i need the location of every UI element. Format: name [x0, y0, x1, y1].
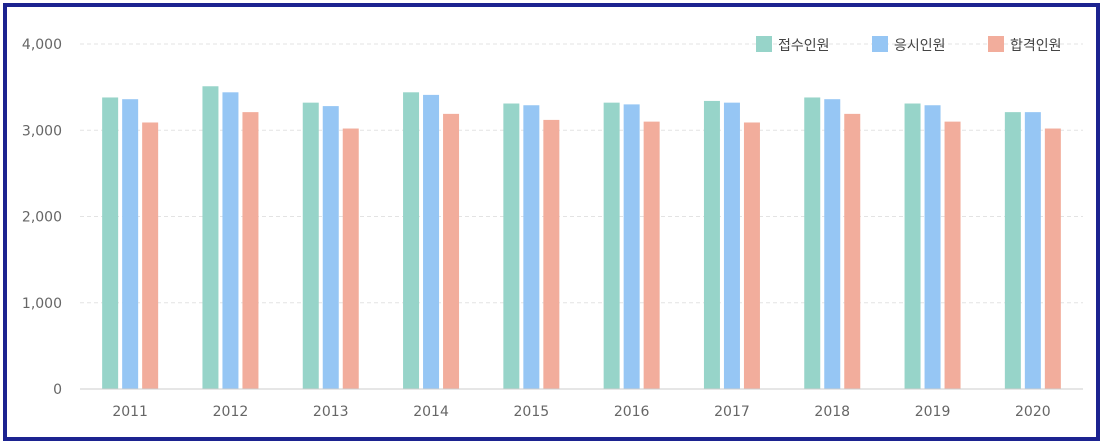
- y-tick-label: 3,000: [22, 123, 62, 139]
- bar-2018-series-1[interactable]: [824, 99, 841, 389]
- legend-item[interactable]: 응시인원: [872, 36, 946, 54]
- x-tick-label: 2020: [1015, 404, 1051, 420]
- bar-2014-series-0[interactable]: [403, 92, 420, 390]
- bar-2017-series-2[interactable]: [743, 122, 760, 390]
- bar-2019-series-1[interactable]: [924, 105, 941, 390]
- legend-label: 응시인원: [894, 38, 946, 54]
- bar-2016-series-0[interactable]: [603, 102, 620, 390]
- y-axis-ticks: 0 1,000 2,000 3,000 4,000: [22, 37, 62, 398]
- bar-2012-series-1[interactable]: [222, 92, 239, 390]
- bars: [102, 86, 1061, 390]
- bar-2012-series-0[interactable]: [202, 86, 219, 389]
- legend-swatch: [988, 36, 1004, 52]
- bar-2019-series-2[interactable]: [944, 121, 961, 389]
- y-tick-label: 1,000: [22, 296, 62, 312]
- legend-label: 접수인원: [778, 38, 830, 54]
- bar-2013-series-0[interactable]: [302, 102, 319, 390]
- bar-2018-series-2[interactable]: [844, 113, 861, 390]
- x-tick-label: 2014: [413, 404, 449, 420]
- y-tick-label: 4,000: [22, 37, 62, 53]
- x-axis-ticks: 2011 2012 2013 2014 2015 2016 2017 2018 2019 2020: [112, 404, 1050, 420]
- legend-item[interactable]: 접수인원: [756, 36, 830, 54]
- bar-2020-series-2[interactable]: [1044, 128, 1061, 389]
- bar-2019-series-0[interactable]: [904, 103, 921, 389]
- legend-swatch: [872, 36, 888, 52]
- bar-2017-series-1[interactable]: [723, 102, 740, 390]
- bar-2015-series-1[interactable]: [523, 105, 540, 390]
- x-tick-label: 2015: [514, 404, 550, 420]
- bar-2011-series-1[interactable]: [122, 99, 139, 389]
- y-tick-label: 0: [53, 382, 62, 398]
- bar-2011-series-2[interactable]: [142, 122, 159, 390]
- bar-2011-series-0[interactable]: [102, 97, 119, 389]
- bar-2017-series-0[interactable]: [703, 100, 720, 390]
- bar-2016-series-2[interactable]: [643, 121, 660, 389]
- x-tick-label: 2011: [112, 404, 148, 420]
- x-tick-label: 2019: [915, 404, 951, 420]
- bar-2012-series-2[interactable]: [242, 112, 259, 389]
- x-tick-label: 2018: [814, 404, 850, 420]
- bar-2020-series-0[interactable]: [1004, 112, 1021, 389]
- bar-2013-series-2[interactable]: [342, 128, 359, 389]
- bar-2014-series-2[interactable]: [443, 113, 460, 390]
- bar-2015-series-0[interactable]: [503, 103, 520, 389]
- x-tick-label: 2012: [213, 404, 249, 420]
- x-tick-label: 2016: [614, 404, 650, 420]
- x-tick-label: 2013: [313, 404, 349, 420]
- legend-label: 합격인원: [1010, 38, 1062, 54]
- bar-2016-series-1[interactable]: [623, 104, 640, 389]
- legend: 접수인원 응시인원 합격인원: [756, 36, 1062, 54]
- legend-swatch: [756, 36, 772, 52]
- x-tick-label: 2017: [714, 404, 750, 420]
- bar-2020-series-1[interactable]: [1024, 112, 1041, 389]
- bar-2013-series-1[interactable]: [322, 106, 339, 389]
- bar-2014-series-1[interactable]: [423, 94, 440, 389]
- bar-2018-series-0[interactable]: [804, 97, 821, 389]
- bar-2015-series-2[interactable]: [543, 119, 560, 390]
- legend-item[interactable]: 합격인원: [988, 36, 1062, 54]
- y-tick-label: 2,000: [22, 210, 62, 226]
